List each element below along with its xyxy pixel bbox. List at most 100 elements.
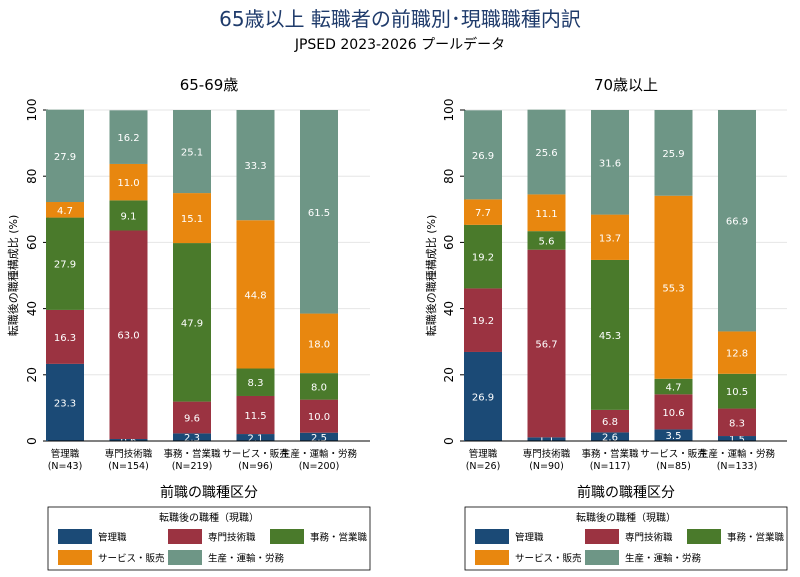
x-axis-label: 前職の職種区分	[577, 484, 675, 501]
bar-segment	[591, 409, 629, 433]
data-label: 25.9	[662, 149, 684, 160]
bar-segment	[464, 224, 502, 289]
figure-title: 65歳以上 転職者の前職別･現職職種内訳	[219, 7, 581, 31]
y-tick-label: 0	[25, 437, 39, 445]
y-tick-label: 20	[442, 367, 456, 382]
legend-swatch	[58, 550, 92, 565]
bar-segment	[236, 434, 275, 441]
legend-swatch	[687, 529, 721, 544]
x-tick-label: 生産・運輸・労務	[281, 448, 358, 460]
legend-label: 生産・運輸・労務	[625, 553, 702, 565]
bar-segment	[527, 231, 566, 250]
bar-segment	[591, 432, 629, 441]
bar-segment	[300, 110, 338, 314]
x-tick-label: 専門技術職	[105, 448, 153, 460]
y-tick-label: 0	[442, 437, 456, 445]
bar-segment	[236, 110, 275, 221]
legend-label: 生産・運輸・労務	[208, 553, 285, 565]
x-tick-label: サービス・販売	[222, 448, 289, 460]
data-label: 33.3	[244, 161, 266, 172]
x-tick-label: 事務・営業職	[163, 448, 221, 460]
data-label: 5.6	[539, 236, 555, 247]
data-label: 25.1	[181, 148, 203, 159]
data-label: 8.0	[311, 382, 327, 393]
bar-segment	[464, 351, 502, 441]
bar-segment	[654, 378, 693, 395]
bar-segment	[591, 110, 629, 215]
data-label: 23.3	[54, 398, 76, 409]
data-label: 15.1	[181, 214, 203, 225]
bar-segment	[46, 202, 84, 218]
data-label: 63.0	[117, 331, 139, 342]
bar-segment	[173, 193, 211, 244]
panel-title: 70歳以上	[594, 76, 658, 94]
bar-segment	[464, 288, 502, 352]
data-label: 10.6	[662, 408, 684, 419]
data-label: 6.8	[602, 417, 618, 428]
data-label: 2.6	[602, 433, 618, 444]
y-tick-label: 100	[25, 99, 39, 122]
bar-segment	[46, 309, 84, 364]
bar-segment	[591, 259, 629, 410]
data-label: 2.3	[184, 433, 200, 444]
legend-title: 転職後の職種（現職）	[159, 511, 259, 524]
data-label: 66.9	[726, 217, 748, 228]
bar-segment	[236, 220, 275, 369]
x-tick-label: 生産・運輸・労務	[699, 448, 776, 460]
legend-box	[464, 506, 788, 571]
bar-segment	[173, 110, 211, 194]
x-tick-count: (N=219)	[172, 461, 213, 472]
legend-swatch	[168, 550, 202, 565]
data-label: 9.6	[184, 413, 200, 424]
y-tick-label: 80	[442, 169, 456, 184]
data-label: 13.7	[599, 233, 621, 244]
data-label: 19.2	[472, 316, 494, 327]
bar-segment	[173, 433, 211, 441]
y-axis-label: 転職後の職種構成比 (%)	[424, 215, 438, 337]
panel-title: 65-69歳	[180, 76, 239, 94]
data-label: 2.1	[248, 434, 264, 445]
x-tick-count: (N=96)	[238, 461, 273, 472]
legend-label: サービス・販売	[98, 553, 165, 565]
legend-label: サービス・販売	[515, 553, 582, 565]
x-tick-count: (N=117)	[590, 461, 631, 472]
bar-segment	[109, 200, 148, 231]
bar-segment	[718, 331, 756, 374]
bar-segment	[300, 373, 338, 400]
data-label: 10.0	[308, 412, 330, 423]
data-label: 19.2	[472, 253, 494, 264]
bar-segment	[109, 163, 148, 201]
data-label: 16.2	[117, 133, 139, 144]
data-label: 44.8	[244, 290, 266, 301]
data-label: 4.7	[666, 383, 682, 394]
bar-segment	[173, 401, 211, 434]
x-tick-label: 管理職	[469, 448, 498, 460]
bar-segment	[109, 110, 148, 164]
legend-swatch	[270, 529, 304, 544]
bar-segment	[236, 368, 275, 396]
x-tick-count: (N=26)	[466, 461, 501, 472]
bar-segment	[527, 437, 566, 441]
y-tick-label: 40	[442, 301, 456, 316]
y-tick-label: 40	[25, 301, 39, 316]
bar-segment	[46, 217, 84, 310]
legend-swatch	[585, 550, 619, 565]
data-label: 11.1	[535, 209, 557, 220]
data-label: 27.9	[54, 152, 76, 163]
data-label: 9.1	[121, 211, 137, 222]
legend-label: 事務・営業職	[727, 532, 785, 544]
data-label: 11.0	[117, 178, 139, 189]
legend-box	[47, 506, 371, 571]
bar-segment	[236, 395, 275, 435]
bar-segment	[300, 313, 338, 374]
legend-label: 管理職	[515, 532, 544, 544]
legend-label: 専門技術職	[625, 532, 673, 544]
data-label: 12.8	[726, 349, 748, 360]
data-label: 26.9	[472, 151, 494, 162]
x-tick-label: 事務・営業職	[581, 448, 639, 460]
bar-segment	[109, 439, 148, 441]
y-tick-label: 80	[25, 169, 39, 184]
data-label: 55.3	[662, 283, 684, 294]
x-tick-count: (N=90)	[529, 461, 564, 472]
data-label: 61.5	[308, 208, 330, 219]
